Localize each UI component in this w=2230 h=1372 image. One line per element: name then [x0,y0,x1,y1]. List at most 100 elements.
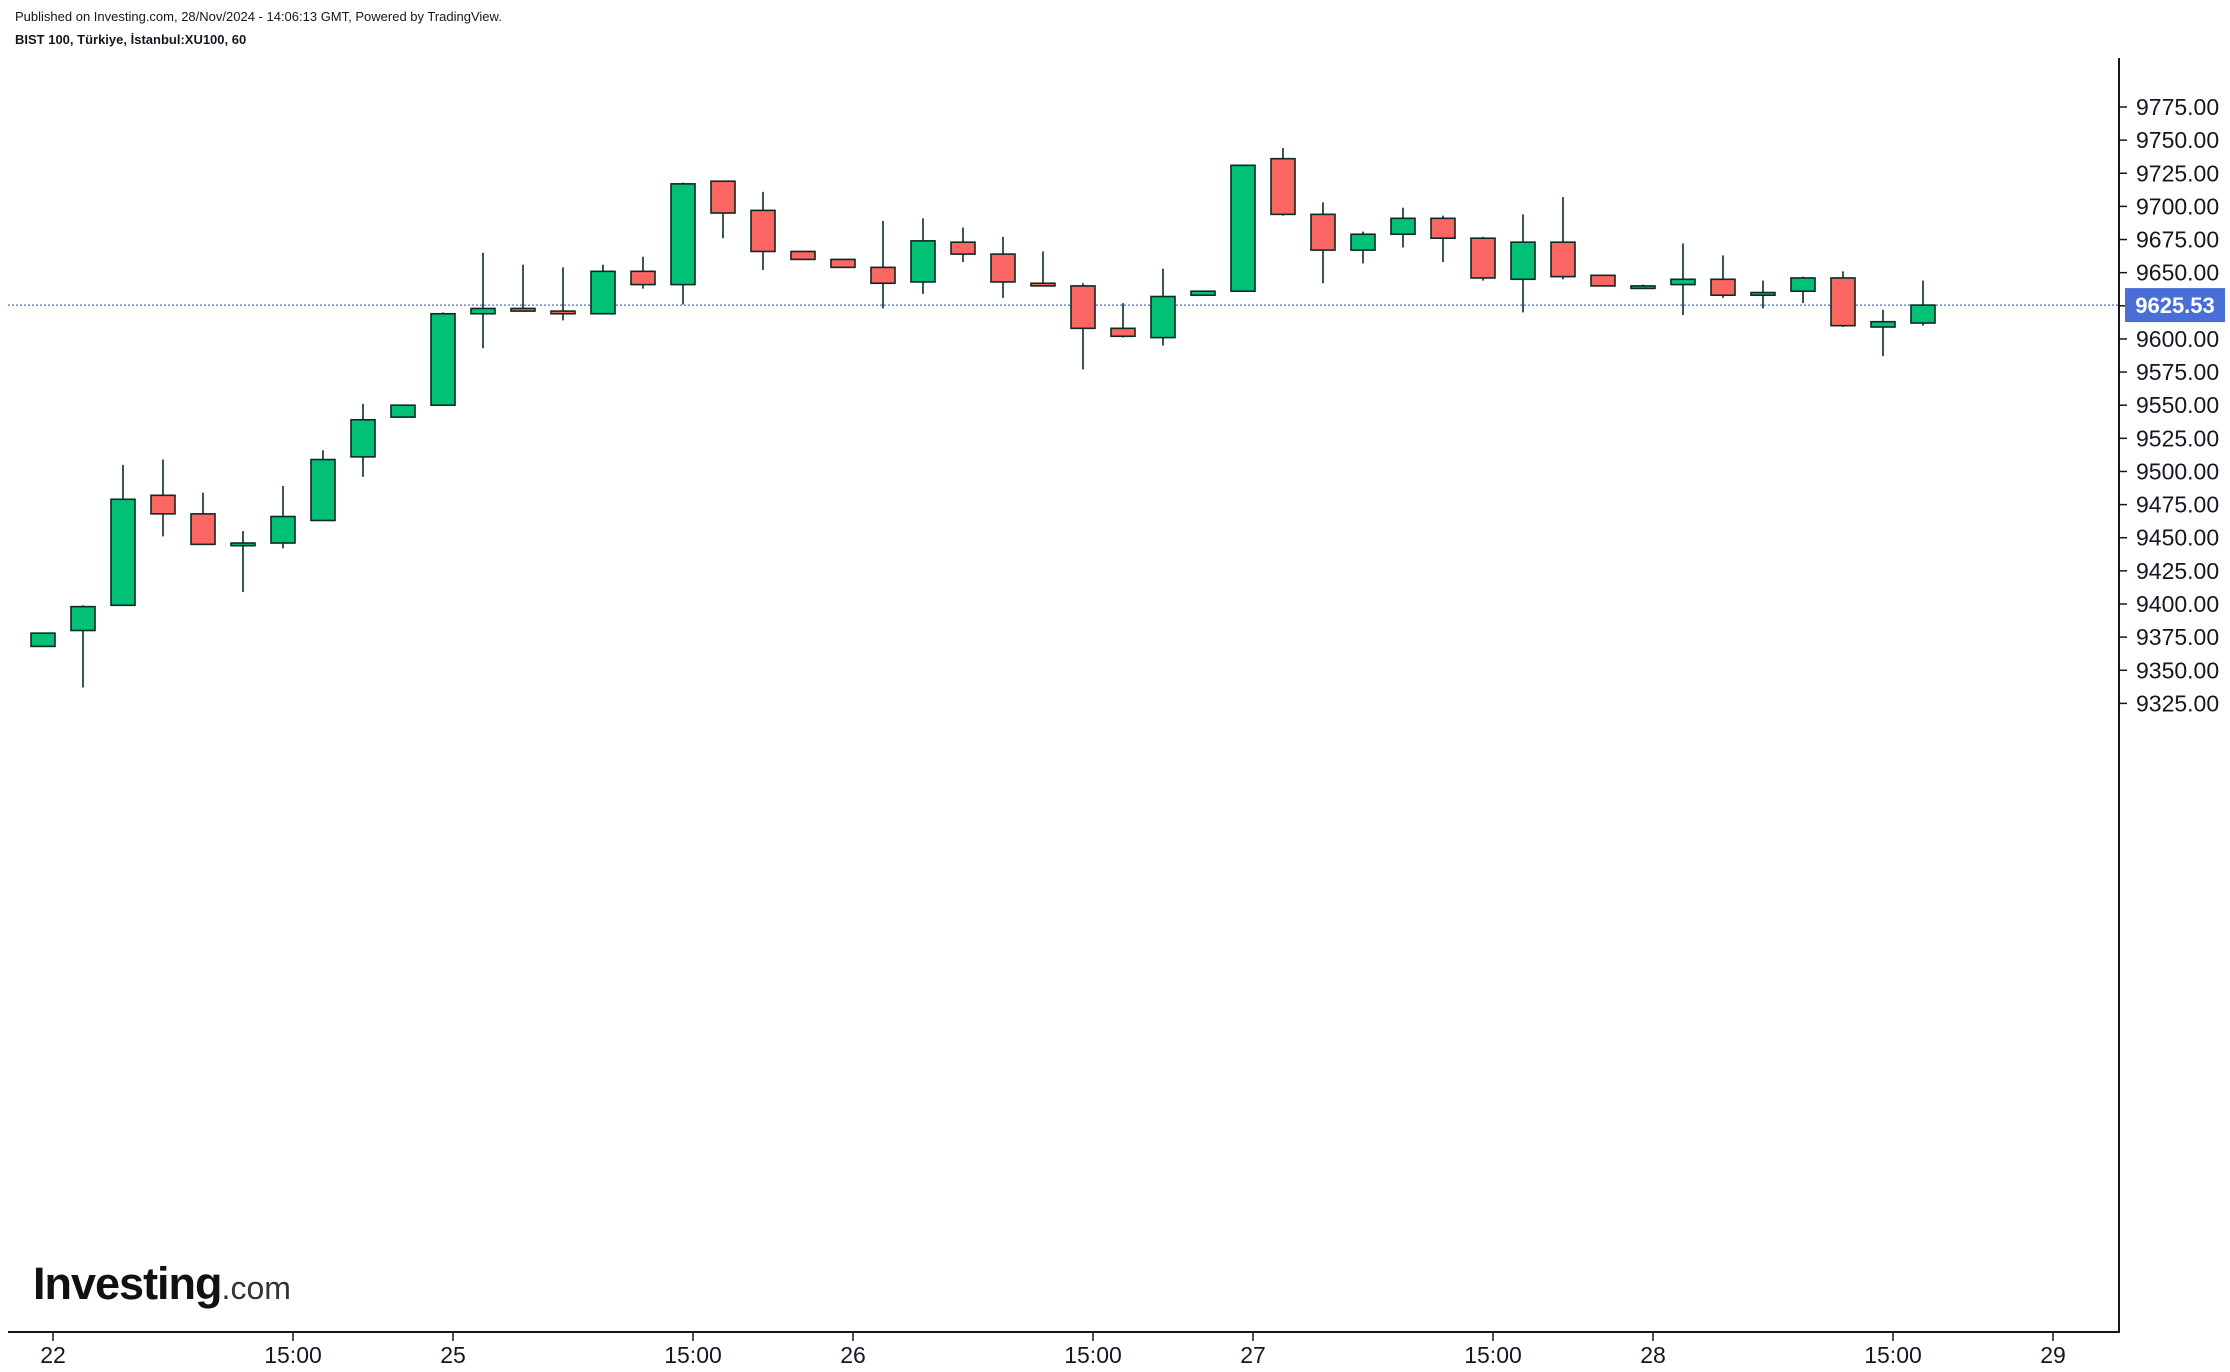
candle [470,252,496,349]
last-price-badge [2125,288,2225,323]
candle [1470,236,1496,281]
candle [1030,251,1056,287]
last-price-label: 9625.53 [2135,293,2215,318]
last-price-label-group: 9625.53 [2125,288,2225,323]
candle [1550,197,1576,280]
price-tick-label: 9425.00 [2136,558,2219,584]
candle-body-down [1270,157,1296,216]
candle-body-up [110,498,136,607]
candle [390,404,416,418]
time-tick-label: 22 [40,1342,66,1368]
candle-body-up [1230,164,1256,293]
time-tick-label: 25 [440,1342,466,1368]
candle [710,180,736,239]
candle [1270,148,1296,216]
candle-body-up [470,307,496,315]
candle [190,492,216,546]
candle [350,403,376,477]
logo-main-text: Investing [33,1258,223,1309]
candle-body-up [70,605,96,632]
candle [1070,283,1096,370]
candle-body-down [150,494,176,515]
candle [1710,255,1736,298]
candle [1590,274,1616,287]
candle [1870,309,1896,357]
candle [1350,231,1376,264]
candle [30,632,56,648]
candle-body-up [1750,291,1776,296]
candle [110,464,136,607]
candle-body-down [550,310,576,315]
candle-body-down [1310,213,1336,251]
time-tick-labels: 22 15:00 25 15:00 26 15:00 27 15:00 28 15:00 29 [40,1332,2066,1368]
candle [1830,271,1856,327]
candle-body-down [1430,217,1456,240]
candle-body-up [310,458,336,522]
candle [310,450,336,522]
candle-body-up [1670,278,1696,286]
candle [510,264,536,312]
candle [1630,284,1656,290]
candle-body-down [630,270,656,286]
candle [1430,215,1456,263]
candle-body-up [590,270,616,315]
candle-body-down [1710,278,1736,296]
price-tick-label: 9550.00 [2136,392,2219,418]
candle [1910,280,1936,326]
candle-body-up [1150,295,1176,339]
candle-body-down [510,307,536,312]
candle-body-down [1110,327,1136,338]
candle [1230,164,1256,293]
candle-body-up [1190,290,1216,296]
candle-body-up [910,240,936,283]
candle-body-up [670,183,696,286]
candle-body-up [230,542,256,547]
price-tick-label: 9500.00 [2136,458,2219,484]
published-note: Published on Investing.com, 28/Nov/2024 … [15,9,502,24]
candle-body-up [1910,304,1936,324]
chart-symbol-title: BIST 100, Türkiye, İstanbul:XU100, 60 [15,32,247,47]
candle [910,218,936,294]
candle [230,531,256,593]
candle-body-up [1350,233,1376,251]
candle [870,220,896,309]
candle-body-down [1590,274,1616,287]
time-tick-label: 29 [2040,1342,2066,1368]
time-tick-label: 15:00 [1064,1342,1122,1368]
candle [270,486,296,549]
candle [1790,276,1816,304]
price-tick-label: 9700.00 [2136,193,2219,219]
candle-body-down [1550,241,1576,278]
candle [750,191,776,271]
price-tick-label: 9400.00 [2136,591,2219,617]
price-tick-label: 9325.00 [2136,690,2219,716]
time-tick-label: 26 [840,1342,866,1368]
price-tick-label: 9525.00 [2136,425,2219,451]
candle [830,258,856,269]
candle-body-down [790,250,816,261]
candle [590,264,616,315]
logo-domain-text: .com [221,1270,291,1306]
price-tick-label: 9675.00 [2136,227,2219,253]
investing-logo: Investing.com [33,1258,291,1310]
price-tick-label: 9575.00 [2136,359,2219,385]
candle-body-up [270,515,296,544]
candle [1670,243,1696,316]
candle-body-down [710,180,736,214]
candle [550,267,576,321]
price-tick-label: 9775.00 [2136,94,2219,120]
price-tick-label: 9725.00 [2136,160,2219,186]
price-tick-label: 9375.00 [2136,624,2219,650]
time-tick-label: 27 [1240,1342,1266,1368]
candle-body-up [1630,285,1656,290]
candle [1510,214,1536,313]
candle [1110,303,1136,338]
candle-body-up [390,404,416,418]
candle-body-down [1070,285,1096,330]
candle-body-down [990,253,1016,283]
candle [1390,207,1416,248]
candle [150,459,176,537]
candle-body-down [190,513,216,546]
candle [1190,290,1216,296]
